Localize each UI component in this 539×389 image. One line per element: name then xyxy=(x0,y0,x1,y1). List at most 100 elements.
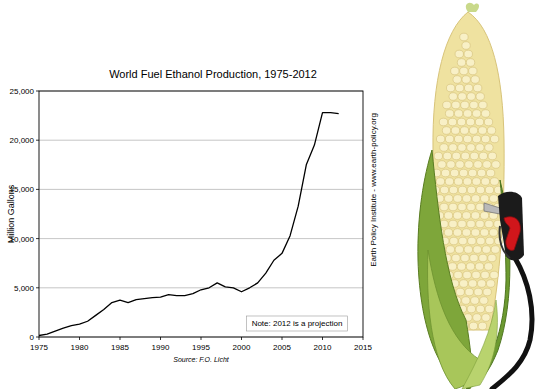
x-tick xyxy=(282,337,283,340)
x-tick-label: 2015 xyxy=(354,343,372,352)
corn-kernel xyxy=(480,195,488,203)
corn-kernel xyxy=(462,76,470,84)
grid-line xyxy=(39,287,363,288)
fuel-hose xyxy=(492,258,532,389)
grid-line xyxy=(39,238,363,239)
corn-kernel xyxy=(455,84,463,92)
corn-kernel xyxy=(455,246,463,254)
corn-kernel xyxy=(474,161,482,169)
chart-title: World Fuel Ethanol Production, 1975-2012 xyxy=(109,68,317,80)
corn-kernel xyxy=(459,280,467,288)
corn-kernel xyxy=(447,161,455,169)
corn-kernel xyxy=(453,229,461,237)
corn-kernel xyxy=(452,101,460,109)
credit-text: Earth Policy Institute - www.earth-polic… xyxy=(369,113,378,267)
corn-kernel xyxy=(476,305,484,313)
corn-kernel xyxy=(473,314,481,322)
corn-kernel xyxy=(485,186,493,194)
corn-kernel xyxy=(481,110,489,118)
corn-kernel xyxy=(485,144,493,152)
corn-kernel xyxy=(480,229,488,237)
corn-kernel xyxy=(464,84,472,92)
corn-kernel xyxy=(490,271,498,279)
y-axis-label: Million Gallons xyxy=(6,184,16,243)
corn-kernel xyxy=(459,237,467,245)
corn-kernel xyxy=(489,195,497,203)
x-tick-label: 2010 xyxy=(314,343,332,352)
corn-kernel xyxy=(463,178,471,186)
corn-kernel xyxy=(442,127,450,135)
corn-kernel xyxy=(458,220,466,228)
corn-kernel xyxy=(445,178,453,186)
corn-kernel xyxy=(441,169,449,177)
x-tick-label: 2005 xyxy=(273,343,291,352)
corn-kernel xyxy=(453,76,461,84)
nozzle-spout xyxy=(484,203,500,214)
corn-kernel xyxy=(472,135,480,143)
corn-kernel xyxy=(487,127,495,135)
corn-kernel xyxy=(436,135,444,143)
corn-kernel xyxy=(467,144,475,152)
corn-kernel xyxy=(472,110,480,118)
corn-kernel xyxy=(486,280,494,288)
corn-kernel xyxy=(462,42,470,50)
corn-kernel xyxy=(456,288,464,296)
grid-line xyxy=(39,189,363,190)
corn-kernel xyxy=(459,169,467,177)
corn-kernel xyxy=(490,135,498,143)
corn-kernel xyxy=(482,246,490,254)
corn-kernel xyxy=(467,220,475,228)
corn-kernel xyxy=(481,135,489,143)
corn-husk xyxy=(428,250,480,389)
corn-kernel xyxy=(449,93,457,101)
corn-kernel xyxy=(462,195,470,203)
corn-kernel xyxy=(471,76,479,84)
corn-kernel xyxy=(445,110,453,118)
corn-kernel xyxy=(471,212,479,220)
corn-kernel xyxy=(484,118,492,126)
corn-kernel xyxy=(463,110,471,118)
corn-kernel xyxy=(488,152,496,160)
corn-kernel xyxy=(460,67,468,75)
corn-kernel xyxy=(461,152,469,160)
corn-kernel xyxy=(466,59,474,67)
corn-kernel xyxy=(476,144,484,152)
corn-illustration xyxy=(418,3,532,389)
corn-kernel xyxy=(486,237,494,245)
y-tick-label: 25,000 xyxy=(10,87,35,96)
corn-kernel xyxy=(439,118,447,126)
x-tick xyxy=(241,337,242,340)
corn-kernel xyxy=(465,288,473,296)
corn-kernel xyxy=(440,144,448,152)
corn-kernel xyxy=(444,229,452,237)
corn-kernel xyxy=(481,271,489,279)
x-tick-label: 1985 xyxy=(111,343,129,352)
corn-kernel xyxy=(454,178,462,186)
corn-kernel xyxy=(444,195,452,203)
corn-kernel xyxy=(471,195,479,203)
corn-kernel xyxy=(475,263,483,271)
corn-kernel xyxy=(484,263,492,271)
corn-kernel xyxy=(479,152,487,160)
corn-kernel xyxy=(436,178,444,186)
corn-kernel xyxy=(449,203,457,211)
corn-kernel xyxy=(448,118,456,126)
nozzle-guard xyxy=(499,226,510,258)
corn-kernel xyxy=(470,101,478,109)
x-tick xyxy=(201,337,202,340)
corn-kernel xyxy=(468,169,476,177)
corn-kernel xyxy=(473,84,481,92)
corn-kernel xyxy=(467,305,475,313)
corn-kernel xyxy=(486,169,494,177)
corn-kernel xyxy=(463,135,471,143)
corn-kernel xyxy=(464,246,472,254)
nozzle-body xyxy=(498,192,524,261)
corn-kernel xyxy=(489,229,497,237)
corn-kernel xyxy=(454,110,462,118)
corn-husk xyxy=(462,300,497,389)
data-line xyxy=(39,113,339,336)
corn-kernel xyxy=(443,152,451,160)
corn-kernel xyxy=(470,152,478,160)
corn-kernel xyxy=(482,314,490,322)
corn-kernel xyxy=(456,161,464,169)
